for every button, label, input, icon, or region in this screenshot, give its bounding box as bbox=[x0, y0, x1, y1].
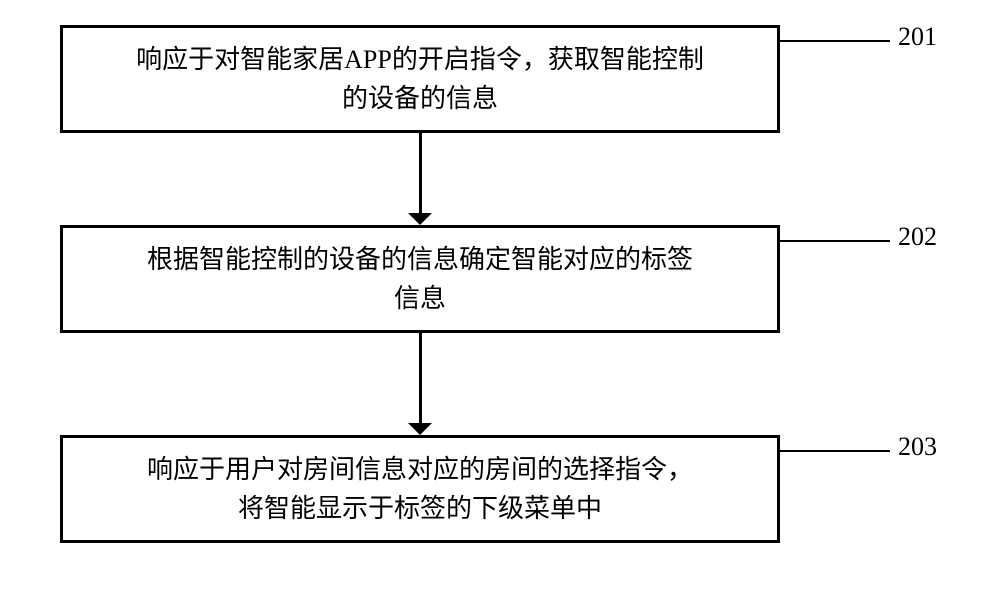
step-number-label: 201 bbox=[898, 22, 937, 52]
step-number-label: 203 bbox=[898, 432, 937, 462]
flow-arrow-line bbox=[419, 333, 422, 423]
flowchart-canvas: 响应于对智能家居APP的开启指令，获取智能控制 的设备的信息根据智能控制的设备的… bbox=[0, 0, 1000, 593]
label-connector bbox=[780, 450, 890, 452]
flowchart-node: 响应于用户对房间信息对应的房间的选择指令， 将智能显示于标签的下级菜单中 bbox=[60, 435, 780, 543]
flowchart-node: 根据智能控制的设备的信息确定智能对应的标签 信息 bbox=[60, 225, 780, 333]
step-number-label: 202 bbox=[898, 222, 937, 252]
label-connector bbox=[780, 240, 890, 242]
flow-arrow-head bbox=[408, 423, 432, 435]
flow-arrow-head bbox=[408, 213, 432, 225]
flowchart-node: 响应于对智能家居APP的开启指令，获取智能控制 的设备的信息 bbox=[60, 25, 780, 133]
flow-arrow-line bbox=[419, 133, 422, 213]
label-connector bbox=[780, 40, 890, 42]
